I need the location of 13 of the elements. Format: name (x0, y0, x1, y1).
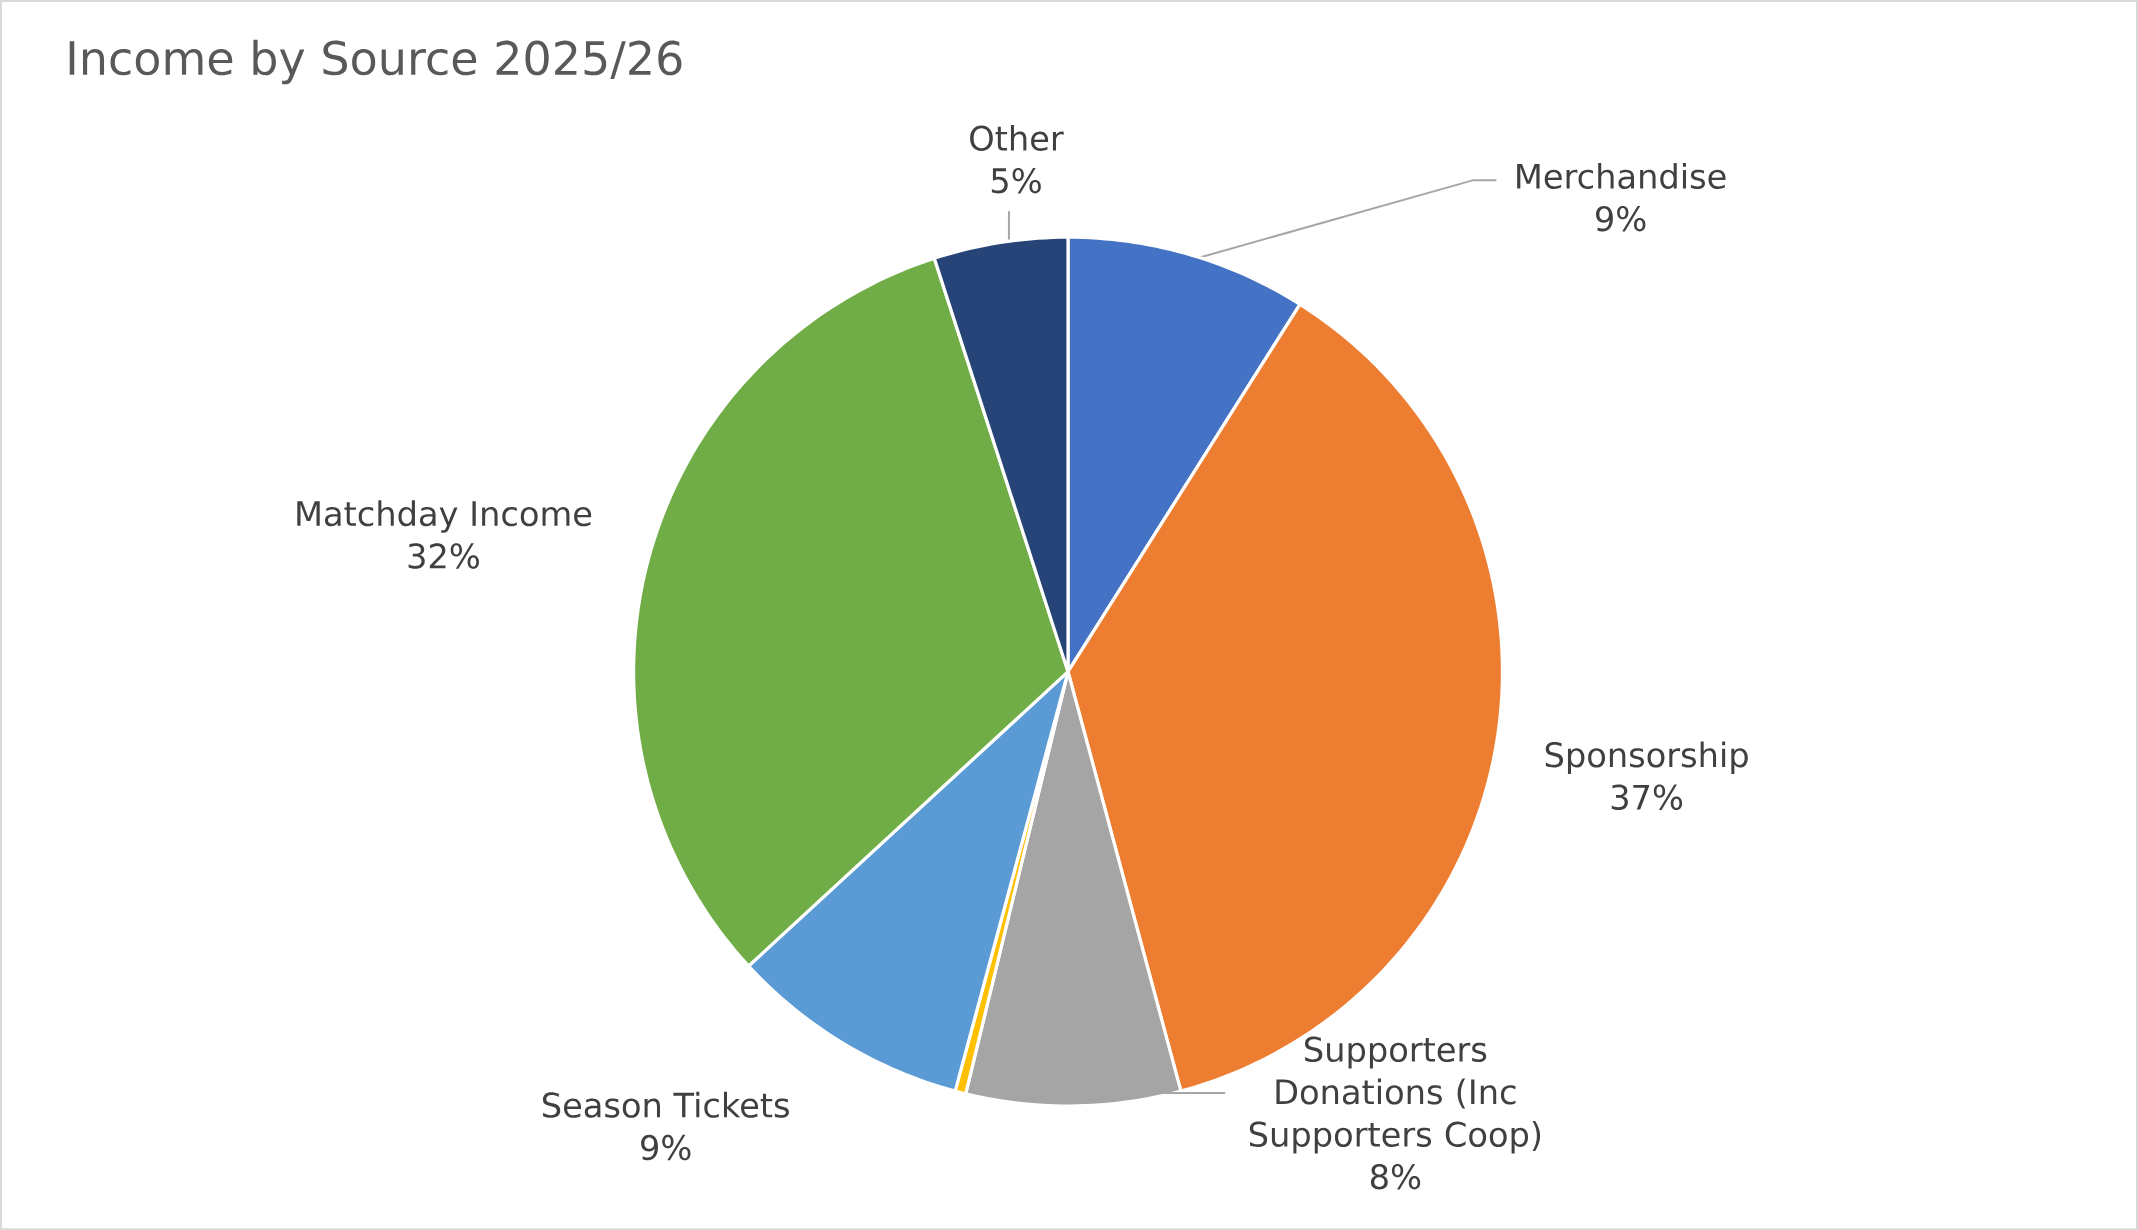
slice-label: Other (970, 124, 1064, 151)
data-label: 32% (408, 543, 479, 569)
slice-label: Sponsorship (1545, 741, 1748, 774)
data-label: 9% (1595, 205, 1646, 232)
slice-label: Supporters Donations (Inc Supporters Coop) (1249, 1036, 1541, 1154)
data-label: 37% (1611, 784, 1683, 810)
slice-label: Season Tickets (542, 1091, 789, 1118)
data-label: 8% (1370, 1163, 1421, 1190)
data-label: 9% (641, 1134, 691, 1161)
data-label: 5% (991, 167, 1041, 194)
slice-label: Merchandise (1517, 162, 1726, 189)
slice-label: Matchday Income (297, 500, 592, 533)
chart-title: Income by Source 2025/26 (69, 39, 682, 85)
